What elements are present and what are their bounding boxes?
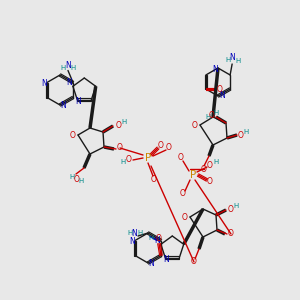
Text: P: P: [145, 153, 151, 163]
Text: O: O: [117, 143, 123, 152]
Text: H: H: [78, 178, 84, 184]
Text: H: H: [128, 230, 133, 236]
Text: O: O: [158, 140, 164, 149]
Text: O: O: [126, 155, 132, 164]
Text: N: N: [229, 53, 235, 62]
Text: N: N: [219, 92, 225, 100]
Text: H: H: [213, 110, 219, 116]
Text: N: N: [154, 236, 160, 245]
Text: H: H: [213, 159, 219, 165]
Text: N: N: [164, 255, 169, 264]
Text: H: H: [148, 235, 154, 241]
Text: N: N: [131, 230, 137, 238]
Text: O: O: [151, 175, 157, 184]
Text: H: H: [236, 58, 241, 64]
Text: N: N: [60, 100, 66, 109]
Text: H: H: [206, 114, 211, 120]
Text: N: N: [129, 237, 135, 246]
Text: H: H: [69, 174, 75, 180]
Text: O: O: [178, 154, 184, 163]
Text: O: O: [191, 257, 197, 266]
Text: N: N: [212, 64, 218, 74]
Text: N: N: [148, 259, 154, 268]
Text: N: N: [65, 61, 71, 70]
Text: H: H: [122, 119, 127, 125]
Text: O: O: [70, 130, 76, 140]
Text: H: H: [243, 129, 249, 135]
Text: N: N: [66, 78, 72, 87]
Text: O: O: [228, 205, 234, 214]
Text: O: O: [207, 160, 213, 169]
Text: O: O: [209, 112, 215, 121]
Text: O: O: [228, 230, 234, 238]
Text: O: O: [192, 121, 198, 130]
Text: N: N: [75, 97, 81, 106]
Text: H: H: [70, 65, 76, 71]
Text: H: H: [226, 57, 231, 63]
Text: N: N: [41, 79, 47, 88]
Text: H: H: [233, 203, 238, 209]
Text: O: O: [217, 85, 223, 94]
Text: O: O: [156, 234, 162, 243]
Text: O: O: [182, 212, 188, 221]
Text: O: O: [238, 130, 244, 140]
Text: H: H: [137, 230, 142, 236]
Text: P: P: [190, 170, 196, 180]
Text: O: O: [74, 175, 80, 184]
Text: O: O: [180, 190, 186, 199]
Text: O: O: [166, 143, 172, 152]
Text: O: O: [201, 164, 207, 173]
Text: H: H: [60, 64, 66, 70]
Text: H: H: [120, 159, 126, 165]
Text: O: O: [207, 178, 213, 187]
Text: O: O: [116, 121, 122, 130]
